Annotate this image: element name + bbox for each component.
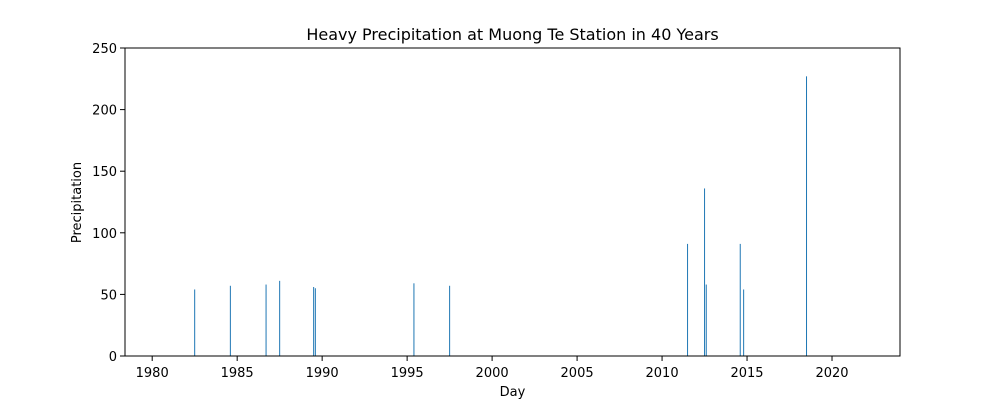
chart-title: Heavy Precipitation at Muong Te Station … [306,25,718,44]
y-tick-label-0: 0 [109,350,117,365]
bar-1 [229,285,231,356]
bar-7 [449,285,451,356]
bar-0 [194,289,196,356]
plot-frame [124,47,901,357]
bar-5 [314,288,316,356]
bar-8 [687,243,689,356]
x-tick-label-2020: 2020 [815,366,848,381]
bar-3 [279,280,281,356]
x-tick-label-1995: 1995 [391,366,424,381]
bar-12 [743,289,745,356]
bar-11 [739,243,741,356]
x-tick-label-1980: 1980 [136,366,169,381]
y-tick-label-150: 150 [92,165,117,180]
y-tick-label-100: 100 [92,227,117,242]
bar-2 [265,284,267,356]
x-tick-label-2015: 2015 [730,366,763,381]
y-tick-label-200: 200 [92,104,117,119]
bar-13 [806,76,808,356]
x-tick-label-2010: 2010 [646,366,679,381]
x-tick-label-2000: 2000 [476,366,509,381]
bar-6 [413,283,415,356]
axes-layer: 1980 1985 1990 1995 2000 2005 2010 2015 2020 0 50 1… [92,42,901,381]
x-tick-label-2005: 2005 [561,366,594,381]
y-axis-title: Precipitation [70,162,85,243]
bar-9 [704,188,706,356]
bars-layer [194,76,808,356]
y-tick-label-250: 250 [92,42,117,57]
x-tick-label-1990: 1990 [306,366,339,381]
bar-4 [313,287,315,356]
x-tick-label-1985: 1985 [221,366,254,381]
bar-10 [705,284,707,356]
y-tick-label-50: 50 [100,288,117,303]
x-axis-title: Day [500,385,526,400]
